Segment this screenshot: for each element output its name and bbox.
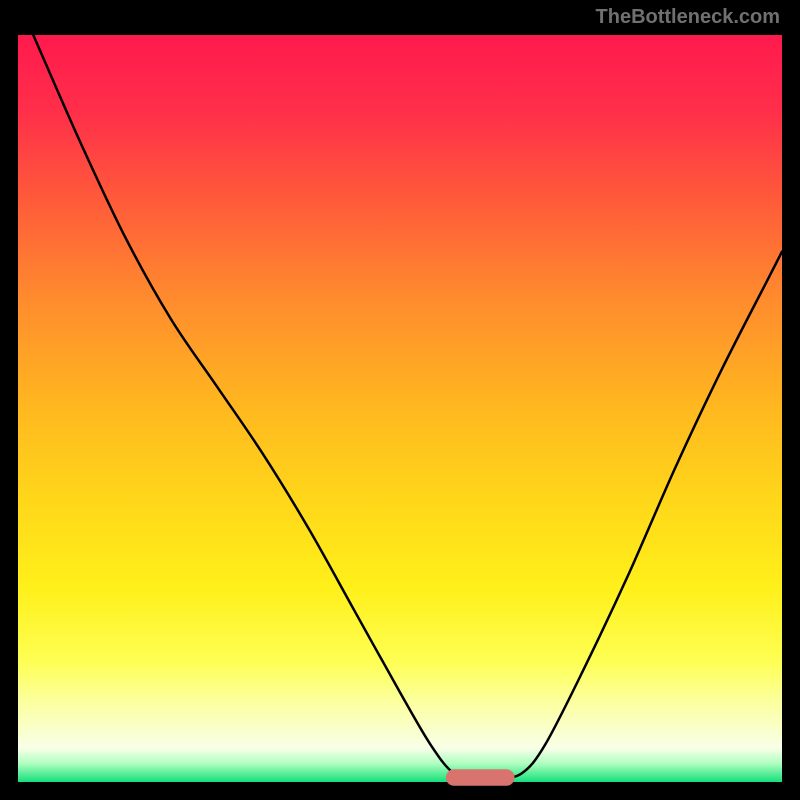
bottleneck-chart: TheBottleneck.com: [0, 0, 800, 800]
chart-canvas: [0, 0, 800, 800]
watermark-text: TheBottleneck.com: [596, 6, 780, 29]
